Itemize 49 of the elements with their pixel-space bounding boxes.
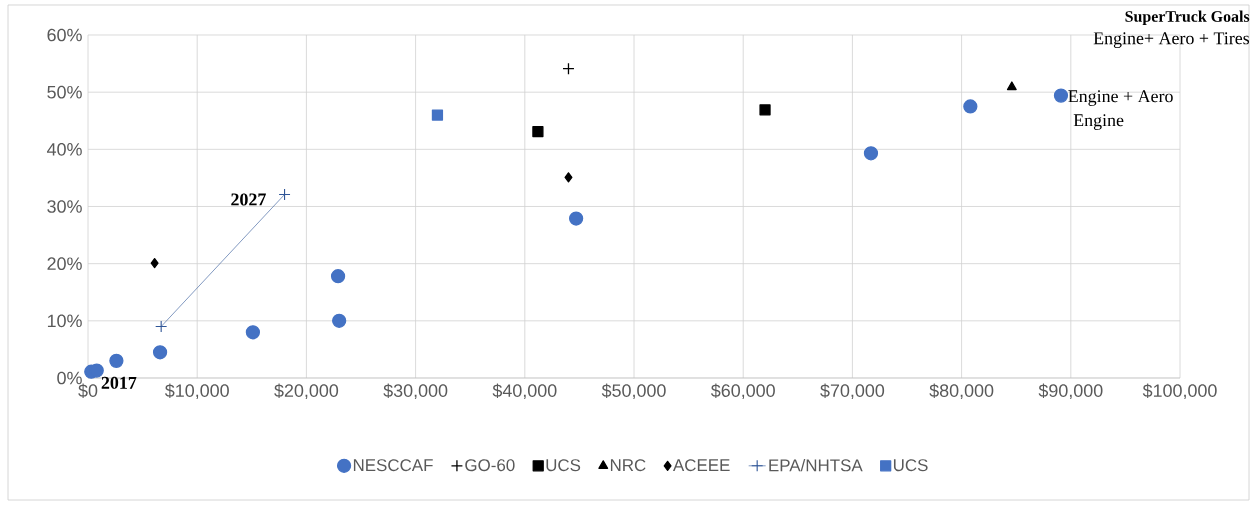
y-tick-label: 40% — [46, 142, 82, 156]
annotation: Engine — [1073, 114, 1124, 130]
point — [431, 109, 444, 121]
y-tick-label: 30% — [47, 200, 82, 213]
text: SuperTruck Goals — [1125, 10, 1250, 26]
legend-label: UCS — [893, 459, 928, 472]
legend-label: ACEEE — [672, 459, 730, 472]
x-tick-label: $50,000 — [601, 383, 666, 400]
point — [152, 345, 168, 360]
point — [278, 188, 291, 201]
x-tick-label: $40,000 — [492, 383, 557, 400]
point — [863, 146, 879, 161]
point — [150, 257, 159, 269]
x-tick-label: $60,000 — [710, 383, 775, 400]
point — [564, 172, 573, 183]
x-tick-label: $90,000 — [1038, 383, 1103, 400]
annotation: Engine+ Aero + Tires — [1093, 32, 1250, 49]
x-tick-label: $30,000 — [383, 383, 448, 400]
x-tick-label: $80,000 — [929, 383, 994, 400]
x-tick-label: $10,000 — [164, 383, 229, 400]
annotation: 2017 — [101, 376, 137, 389]
x-tick-label: $70,000 — [820, 383, 885, 400]
legend-label: EPA/NHTSA — [769, 458, 863, 472]
point — [569, 211, 584, 226]
legend-label: NESCCAF — [353, 459, 433, 472]
legend-label: UCS — [546, 459, 581, 472]
y-tick-label: 50% — [47, 85, 82, 99]
point — [562, 62, 575, 75]
y-tick-label: 60% — [47, 28, 82, 42]
y-tick-label: 10% — [47, 314, 82, 328]
annotation: Engine + Aero — [1068, 90, 1173, 106]
y-tick-label: 20% — [47, 257, 82, 271]
legend-label: NRC — [610, 459, 646, 472]
x-tick-label: $0 — [78, 383, 98, 399]
point — [245, 325, 261, 340]
point — [532, 125, 544, 138]
point — [332, 313, 347, 328]
point — [109, 353, 124, 368]
annotation: 2027 — [231, 193, 266, 206]
point — [963, 99, 978, 114]
point — [1006, 81, 1017, 91]
x-tick-label: $100,000 — [1142, 383, 1217, 400]
point — [1053, 88, 1069, 103]
y-tick-label: 0% — [57, 371, 82, 385]
point — [330, 269, 346, 284]
point — [759, 104, 771, 116]
legend-label: GO-60 — [465, 459, 515, 472]
x-tick-label: $20,000 — [274, 383, 339, 400]
point — [155, 320, 168, 333]
